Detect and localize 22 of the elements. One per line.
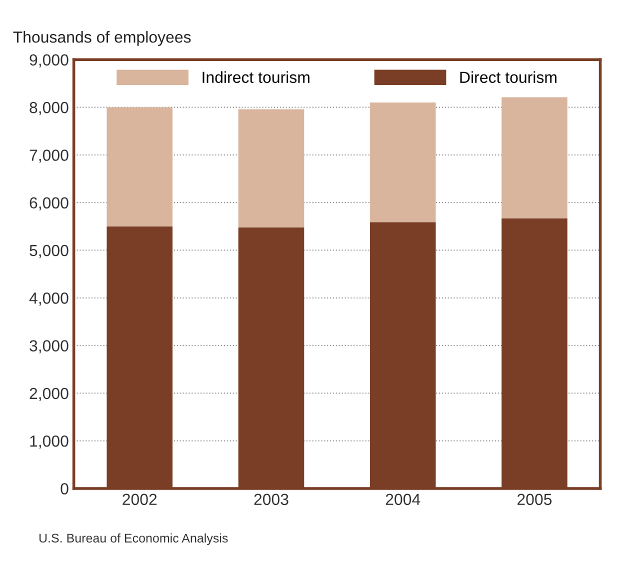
y-tick-label: 3,000 bbox=[30, 340, 68, 354]
bar bbox=[370, 102, 436, 222]
x-tick-label: 2004 bbox=[386, 494, 420, 506]
legend-label: Direct tourism bbox=[460, 71, 556, 83]
y-axis-title: Thousands of employees bbox=[13, 31, 191, 46]
y-tick-label: 0 bbox=[60, 483, 68, 494]
legend-label: Indirect tourism bbox=[202, 71, 310, 83]
y-tick-label: 6,000 bbox=[30, 197, 68, 210]
y-tick-label: 1,000 bbox=[30, 435, 68, 449]
bar bbox=[502, 97, 568, 218]
text: U.S. Bureau of Economic Analysis bbox=[39, 533, 228, 546]
y-tick-label: 5,000 bbox=[30, 244, 68, 258]
y-tick-label: 8,000 bbox=[30, 102, 68, 116]
y-tick-label: 4,000 bbox=[29, 292, 68, 306]
x-tick-label: 2005 bbox=[518, 494, 552, 506]
y-tick-label: 7,000 bbox=[30, 150, 68, 163]
x-tick-label: 2002 bbox=[122, 494, 157, 506]
y-tick-label: 2,000 bbox=[30, 388, 68, 402]
bar bbox=[238, 109, 304, 228]
x-tick-label: 2003 bbox=[254, 494, 288, 506]
bar bbox=[106, 107, 173, 226]
y-tick-label: 9,000 bbox=[30, 54, 68, 68]
